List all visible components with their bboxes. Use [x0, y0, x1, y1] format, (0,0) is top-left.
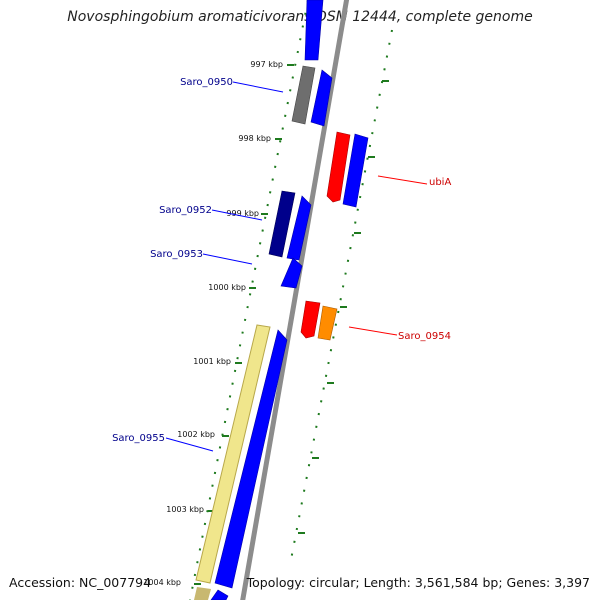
reverse-feature-ubia [326, 131, 351, 203]
forward-cds-0953 [280, 257, 303, 289]
outer-major-tick [354, 232, 361, 234]
leader-line-saro-0950 [232, 81, 284, 93]
major-tick-1003 [208, 510, 215, 512]
scale-label-1004: 1004 kbp [143, 578, 181, 587]
major-tick-1004 [194, 583, 201, 585]
outer-major-tick [298, 532, 305, 534]
scale-label-1003: 1003 kbp [166, 505, 204, 514]
outer-major-tick [327, 382, 334, 384]
leader-line-saro-0952 [211, 209, 263, 221]
leader-line-saro-0955 [165, 437, 214, 452]
gene-label-ubia[interactable]: ubiA [429, 177, 451, 188]
forward-cds-0955 [214, 329, 288, 589]
genome-summary-text: Topology: circular; Length: 3,561,584 bp… [246, 575, 590, 590]
leader-line-saro-0953 [202, 253, 253, 265]
gray-gene-0950 [291, 65, 316, 125]
forward-cds-0952 [286, 195, 312, 261]
accession-text: Accession: NC_007794 [9, 575, 152, 590]
scale-label-1000: 1000 kbp [208, 283, 246, 292]
reverse-feature-0954-orange [317, 305, 338, 341]
major-tick-999 [261, 213, 268, 215]
forward-cds-top [304, 0, 324, 61]
navy-gene-0952 [268, 190, 296, 258]
scale-label-999: 999 kbp [226, 209, 259, 218]
outer-major-tick [340, 306, 347, 308]
scale-label-1001: 1001 kbp [193, 357, 231, 366]
outer-major-tick [312, 457, 319, 459]
reverse-feature-0954-red [300, 300, 321, 339]
scale-label-997: 997 kbp [250, 60, 283, 69]
leader-line-ubia [377, 175, 428, 185]
forward-cds-0950 [310, 69, 333, 127]
map-title: Novosphingobium aromaticivorans DSM 1244… [67, 9, 533, 25]
gene-label-saro-0953[interactable]: Saro_0953 [150, 249, 203, 260]
leader-line-saro-0954 [348, 326, 398, 336]
outer-major-tick [382, 80, 389, 82]
gene-label-saro-0950[interactable]: Saro_0950 [180, 77, 233, 88]
major-tick-1001 [235, 362, 242, 364]
genome-backbone [240, 0, 350, 600]
major-tick-997 [287, 64, 294, 66]
scale-label-998: 998 kbp [238, 134, 271, 143]
gene-label-saro-0955[interactable]: Saro_0955 [112, 433, 165, 444]
pale-gene-0955 [195, 324, 271, 584]
gene-label-saro-0952[interactable]: Saro_0952 [159, 205, 212, 216]
major-tick-998 [275, 138, 282, 140]
forward-cds-bottom [210, 589, 229, 600]
outer-major-tick [368, 156, 375, 158]
scale-label-1002: 1002 kbp [177, 430, 215, 439]
pale-gene-bottom [194, 587, 211, 600]
forward-cds-ubia-pair [342, 133, 369, 208]
gene-label-saro-0954[interactable]: Saro_0954 [398, 331, 451, 342]
major-tick-1000 [249, 287, 256, 289]
major-tick-1002 [222, 435, 229, 437]
